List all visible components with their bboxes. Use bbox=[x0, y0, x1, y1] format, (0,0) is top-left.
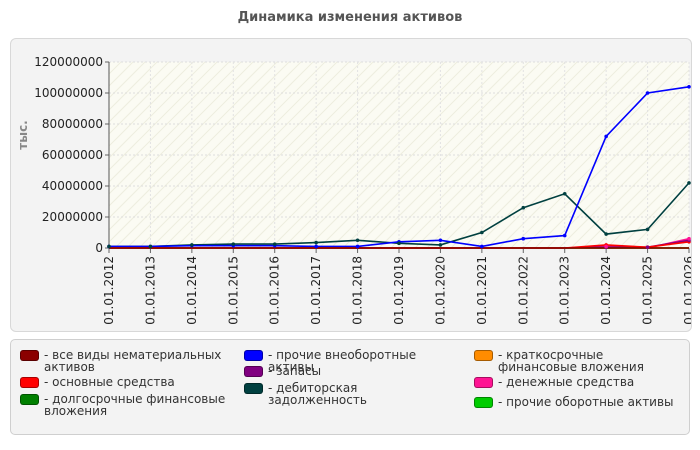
data-point bbox=[562, 233, 567, 238]
legend-label: - запасы bbox=[268, 364, 322, 378]
y-tick-label: 80000000 bbox=[42, 117, 103, 131]
y-tick-label: 120000000 bbox=[34, 55, 103, 69]
hatch-line bbox=[108, 61, 182, 135]
data-point bbox=[314, 240, 318, 245]
x-tick-label: 01.01.2020 bbox=[433, 256, 447, 325]
hatch-line bbox=[108, 61, 194, 147]
x-tick-label: 01.01.2014 bbox=[185, 256, 199, 325]
chart-panel: 0 20000000 40000000 60000000 80000000 1000000… bbox=[10, 38, 692, 332]
hatch-line bbox=[108, 61, 254, 207]
x-tick-label: 01.01.2025 bbox=[641, 256, 655, 325]
hatch-line bbox=[108, 61, 158, 111]
hatch-line bbox=[630, 189, 690, 249]
legend-label: - денежные средства bbox=[498, 375, 635, 389]
hatch-line bbox=[594, 153, 690, 249]
y-axis-label: тыс. bbox=[16, 120, 30, 149]
hatch-line bbox=[558, 117, 690, 249]
hatch-line bbox=[654, 213, 690, 249]
legend-label: - прочие внеоборотные активы bbox=[268, 348, 417, 374]
x-tick-label: 01.01.2024 bbox=[599, 256, 613, 325]
hatch-line bbox=[108, 61, 122, 75]
hatch-line bbox=[108, 61, 170, 123]
x-tick-label: 01.01.2021 bbox=[475, 256, 489, 325]
legend-label: - все виды нематериальных активов bbox=[44, 348, 222, 374]
data-point bbox=[314, 244, 318, 249]
data-point bbox=[438, 238, 443, 243]
data-point bbox=[562, 191, 567, 196]
x-tick-label: 01.01.2015 bbox=[226, 256, 240, 325]
hatch-line bbox=[570, 129, 690, 249]
hatch-line bbox=[108, 61, 230, 183]
hatch-line bbox=[642, 201, 690, 249]
legend-swatch bbox=[474, 350, 493, 361]
legend-swatch bbox=[474, 397, 493, 408]
data-point bbox=[645, 245, 650, 250]
data-point bbox=[148, 244, 153, 249]
data-point bbox=[231, 242, 236, 246]
hatch-line bbox=[546, 105, 690, 249]
hatch-line bbox=[582, 141, 690, 249]
x-tick-label: 01.01.2017 bbox=[309, 256, 323, 325]
legend-swatch bbox=[244, 383, 263, 394]
data-point bbox=[687, 85, 691, 89]
data-point bbox=[397, 241, 401, 246]
legend: - все виды нематериальных активов - основ… bbox=[10, 339, 690, 435]
data-point bbox=[645, 227, 650, 232]
data-point bbox=[107, 244, 111, 249]
x-tick-label: 01.01.2018 bbox=[351, 256, 365, 325]
y-tick-label: 40000000 bbox=[42, 179, 103, 193]
legend-swatch bbox=[20, 394, 39, 405]
data-point bbox=[521, 205, 526, 210]
data-point bbox=[272, 242, 277, 246]
x-tick-label: 01.01.2012 bbox=[102, 256, 116, 325]
data-point bbox=[604, 134, 608, 139]
y-tick-label: 100000000 bbox=[34, 86, 103, 100]
legend-label: - дебиторская задолженность bbox=[268, 381, 367, 407]
hatch-line bbox=[510, 69, 690, 249]
hatch-line bbox=[108, 61, 206, 159]
data-point bbox=[687, 181, 691, 185]
data-point bbox=[190, 243, 194, 247]
hatch-line bbox=[108, 61, 218, 171]
data-point bbox=[604, 244, 608, 249]
data-point bbox=[355, 238, 360, 243]
data-point bbox=[355, 244, 360, 249]
x-tick-label: 01.01.2016 bbox=[268, 256, 282, 325]
y-tick-label: 60000000 bbox=[42, 148, 103, 162]
legend-swatch bbox=[244, 366, 263, 377]
hatch-line bbox=[108, 61, 242, 195]
legend-label: - прочие оборотные активы bbox=[498, 395, 674, 409]
data-point bbox=[604, 232, 608, 236]
y-tick-label: 20000000 bbox=[42, 210, 103, 224]
hatch-line bbox=[108, 61, 266, 219]
hatch-line bbox=[534, 93, 690, 249]
x-tick-label: 01.01.2013 bbox=[143, 256, 157, 325]
hatch-line bbox=[108, 61, 278, 231]
data-point bbox=[645, 91, 650, 95]
hatch-line bbox=[108, 61, 146, 99]
hatch-line bbox=[618, 177, 690, 249]
data-point bbox=[438, 243, 443, 247]
y-tick-label: 0 bbox=[95, 241, 103, 255]
legend-swatch bbox=[474, 377, 493, 388]
data-point bbox=[480, 244, 484, 249]
x-tick-label: 01.01.2019 bbox=[392, 256, 406, 325]
chart-title: Динамика изменения активов bbox=[237, 10, 463, 25]
x-tick-label: 01.01.2022 bbox=[516, 256, 530, 325]
legend-label: - долгосрочные финансовые вложения bbox=[44, 392, 226, 418]
legend-swatch bbox=[20, 350, 39, 361]
hatch-line bbox=[522, 81, 690, 249]
x-tick-label: 01.01.2023 bbox=[558, 256, 572, 325]
hatch-line bbox=[108, 61, 290, 243]
data-point bbox=[521, 236, 526, 241]
legend-label: - краткосрочные финансовые вложения bbox=[498, 348, 644, 374]
legend-label: - основные средства bbox=[44, 375, 175, 389]
chart-svg: 0 20000000 40000000 60000000 80000000 1000000… bbox=[16, 55, 691, 325]
legend-swatch bbox=[244, 350, 263, 361]
data-point bbox=[687, 236, 691, 241]
data-point bbox=[480, 230, 484, 235]
hatch-line bbox=[108, 61, 134, 87]
x-tick-label: 01.01.2026 bbox=[682, 256, 691, 325]
legend-swatch bbox=[20, 377, 39, 388]
